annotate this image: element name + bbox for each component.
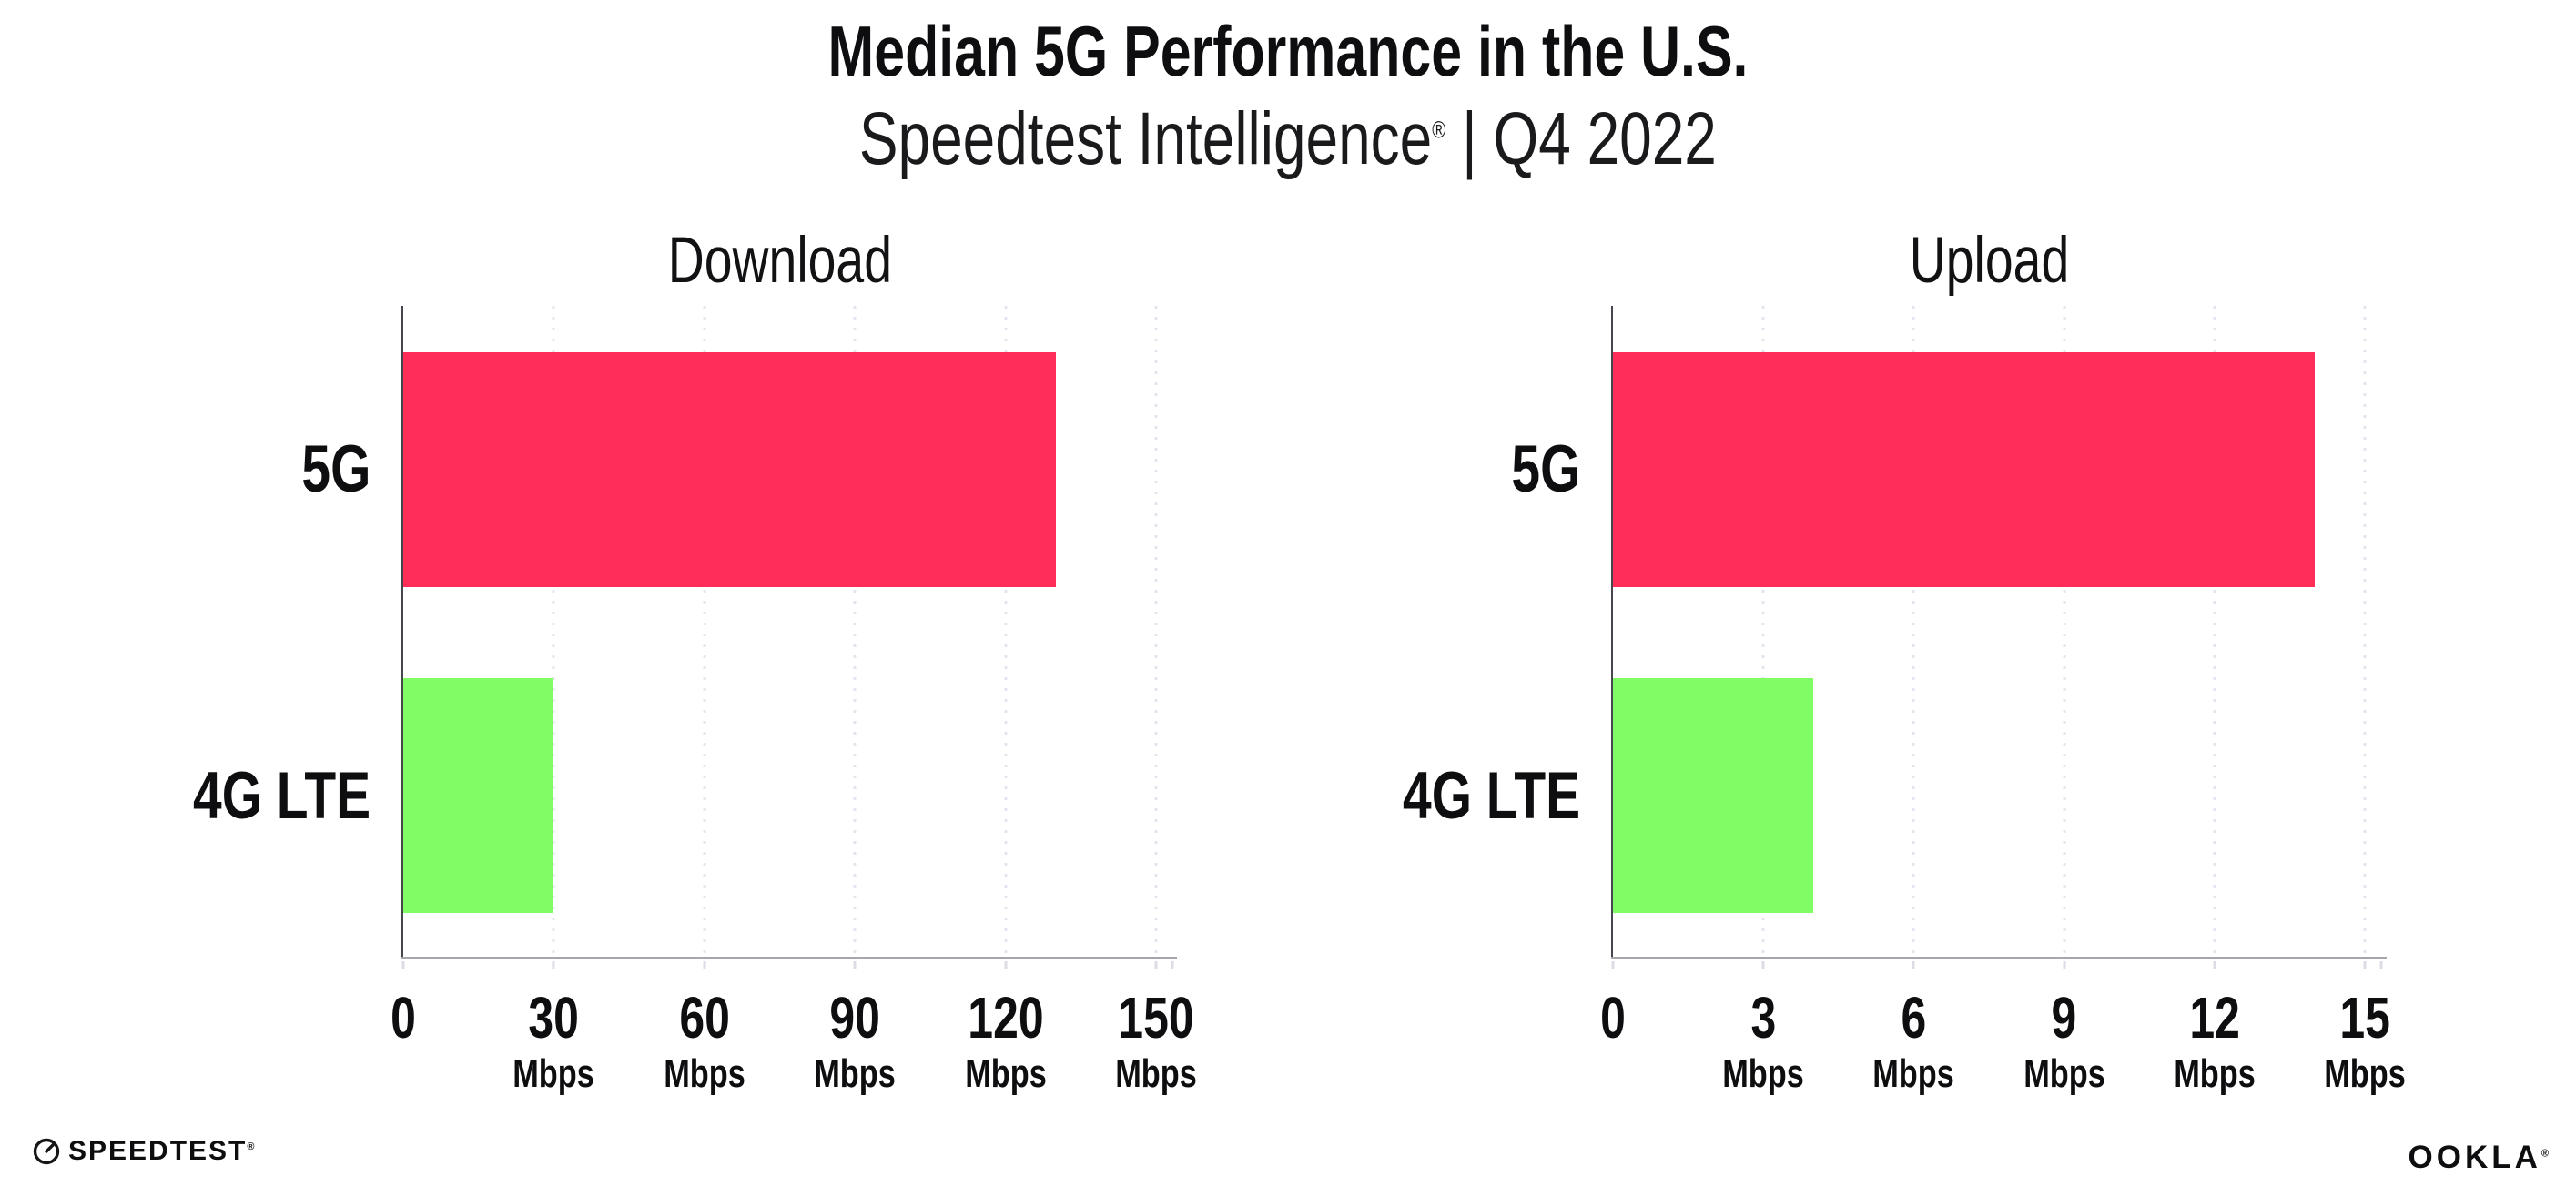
category-label-4g-lte: 4G LTE: [192, 759, 370, 833]
speedtest-wordmark: SPEEDTEST®: [68, 1136, 255, 1166]
speedtest-logo: SPEEDTEST®: [33, 1138, 254, 1165]
tick-mark: [2363, 961, 2367, 969]
tick-mark: [401, 961, 405, 969]
bar-5g-upload: [1613, 352, 2315, 587]
x-tick-6: 6 Mbps: [1872, 985, 1955, 1096]
y-axis-line: [1611, 306, 1613, 959]
x-tick-90: 90 Mbps: [814, 985, 896, 1096]
subtitle-brand: Speedtest Intelligence: [858, 97, 1433, 180]
x-tick-15: 15 Mbps: [2324, 985, 2406, 1096]
registered-mark-icon: ®: [2541, 1148, 2549, 1160]
bar-4g-lte-download: [403, 678, 554, 913]
x-tick-0: 0: [1600, 985, 1626, 1050]
gridline: [1004, 306, 1008, 958]
gridline: [853, 306, 857, 958]
figure-subtitle: Speedtest Intelligence® | Q4 2022: [0, 97, 2576, 180]
download-chart: Download 5G 4G LTE 0 30 Mbps: [193, 228, 1197, 1094]
gridline: [552, 306, 555, 958]
bar-5g-download: [403, 352, 1056, 587]
tick-mark: [1611, 961, 1615, 969]
figure-subtitle-text: Speedtest Intelligence® | Q4 2022: [858, 97, 1718, 180]
upload-chart-title: Upload: [1909, 225, 2069, 297]
tick-mark: [1004, 961, 1008, 969]
tick-mark: [853, 961, 857, 969]
upload-chart: Upload 5G 4G LTE 0 3 Mbps: [1403, 228, 2406, 1094]
x-tick-150: 150 Mbps: [1115, 985, 1197, 1096]
x-tick-120: 120 Mbps: [964, 985, 1047, 1096]
x-tick-60: 60 Mbps: [663, 985, 745, 1096]
download-chart-title: Download: [667, 225, 892, 297]
tick-mark: [703, 961, 706, 969]
gridline: [1154, 306, 1158, 958]
tick-mark: [552, 961, 555, 969]
ookla-wordmark: OOKLA: [2408, 1140, 2541, 1175]
registered-mark-icon: ®: [247, 1141, 255, 1152]
subtitle-period: | Q4 2022: [1445, 97, 1718, 180]
bar-4g-lte-upload: [1613, 678, 1814, 913]
x-tick-3: 3 Mbps: [1722, 985, 1804, 1096]
ookla-logo: OOKLA®: [2409, 1141, 2550, 1173]
tick-mark: [1154, 961, 1158, 969]
x-tick-12: 12 Mbps: [2173, 985, 2256, 1096]
gridline: [2363, 306, 2367, 958]
gridline: [703, 306, 706, 958]
x-tick-0: 0: [390, 985, 416, 1050]
tick-mark: [1171, 961, 1174, 969]
speedtest-gauge-icon: [33, 1138, 60, 1165]
gridline: [2063, 306, 2066, 958]
tick-mark: [2379, 961, 2383, 969]
x-axis-line: [401, 957, 1177, 959]
gridline: [1761, 306, 1765, 958]
figure-title: Median 5G Performance in the U.S.: [0, 11, 2576, 91]
tick-mark: [1761, 961, 1765, 969]
y-axis-line: [401, 306, 403, 959]
figure-title-text: Median 5G Performance in the U.S.: [827, 11, 1749, 91]
x-axis-line: [1611, 957, 2387, 959]
tick-mark: [2213, 961, 2216, 969]
gridline: [2213, 306, 2216, 958]
tick-mark: [1912, 961, 1915, 969]
category-label-5g: 5G: [301, 432, 370, 506]
category-label-5g: 5G: [1511, 432, 1580, 506]
x-tick-9: 9 Mbps: [2023, 985, 2105, 1096]
category-label-4g-lte: 4G LTE: [1402, 759, 1580, 833]
gridline: [1912, 306, 1915, 958]
x-tick-30: 30 Mbps: [512, 985, 595, 1096]
tick-mark: [2063, 961, 2066, 969]
registered-mark-icon: ®: [1432, 116, 1446, 144]
